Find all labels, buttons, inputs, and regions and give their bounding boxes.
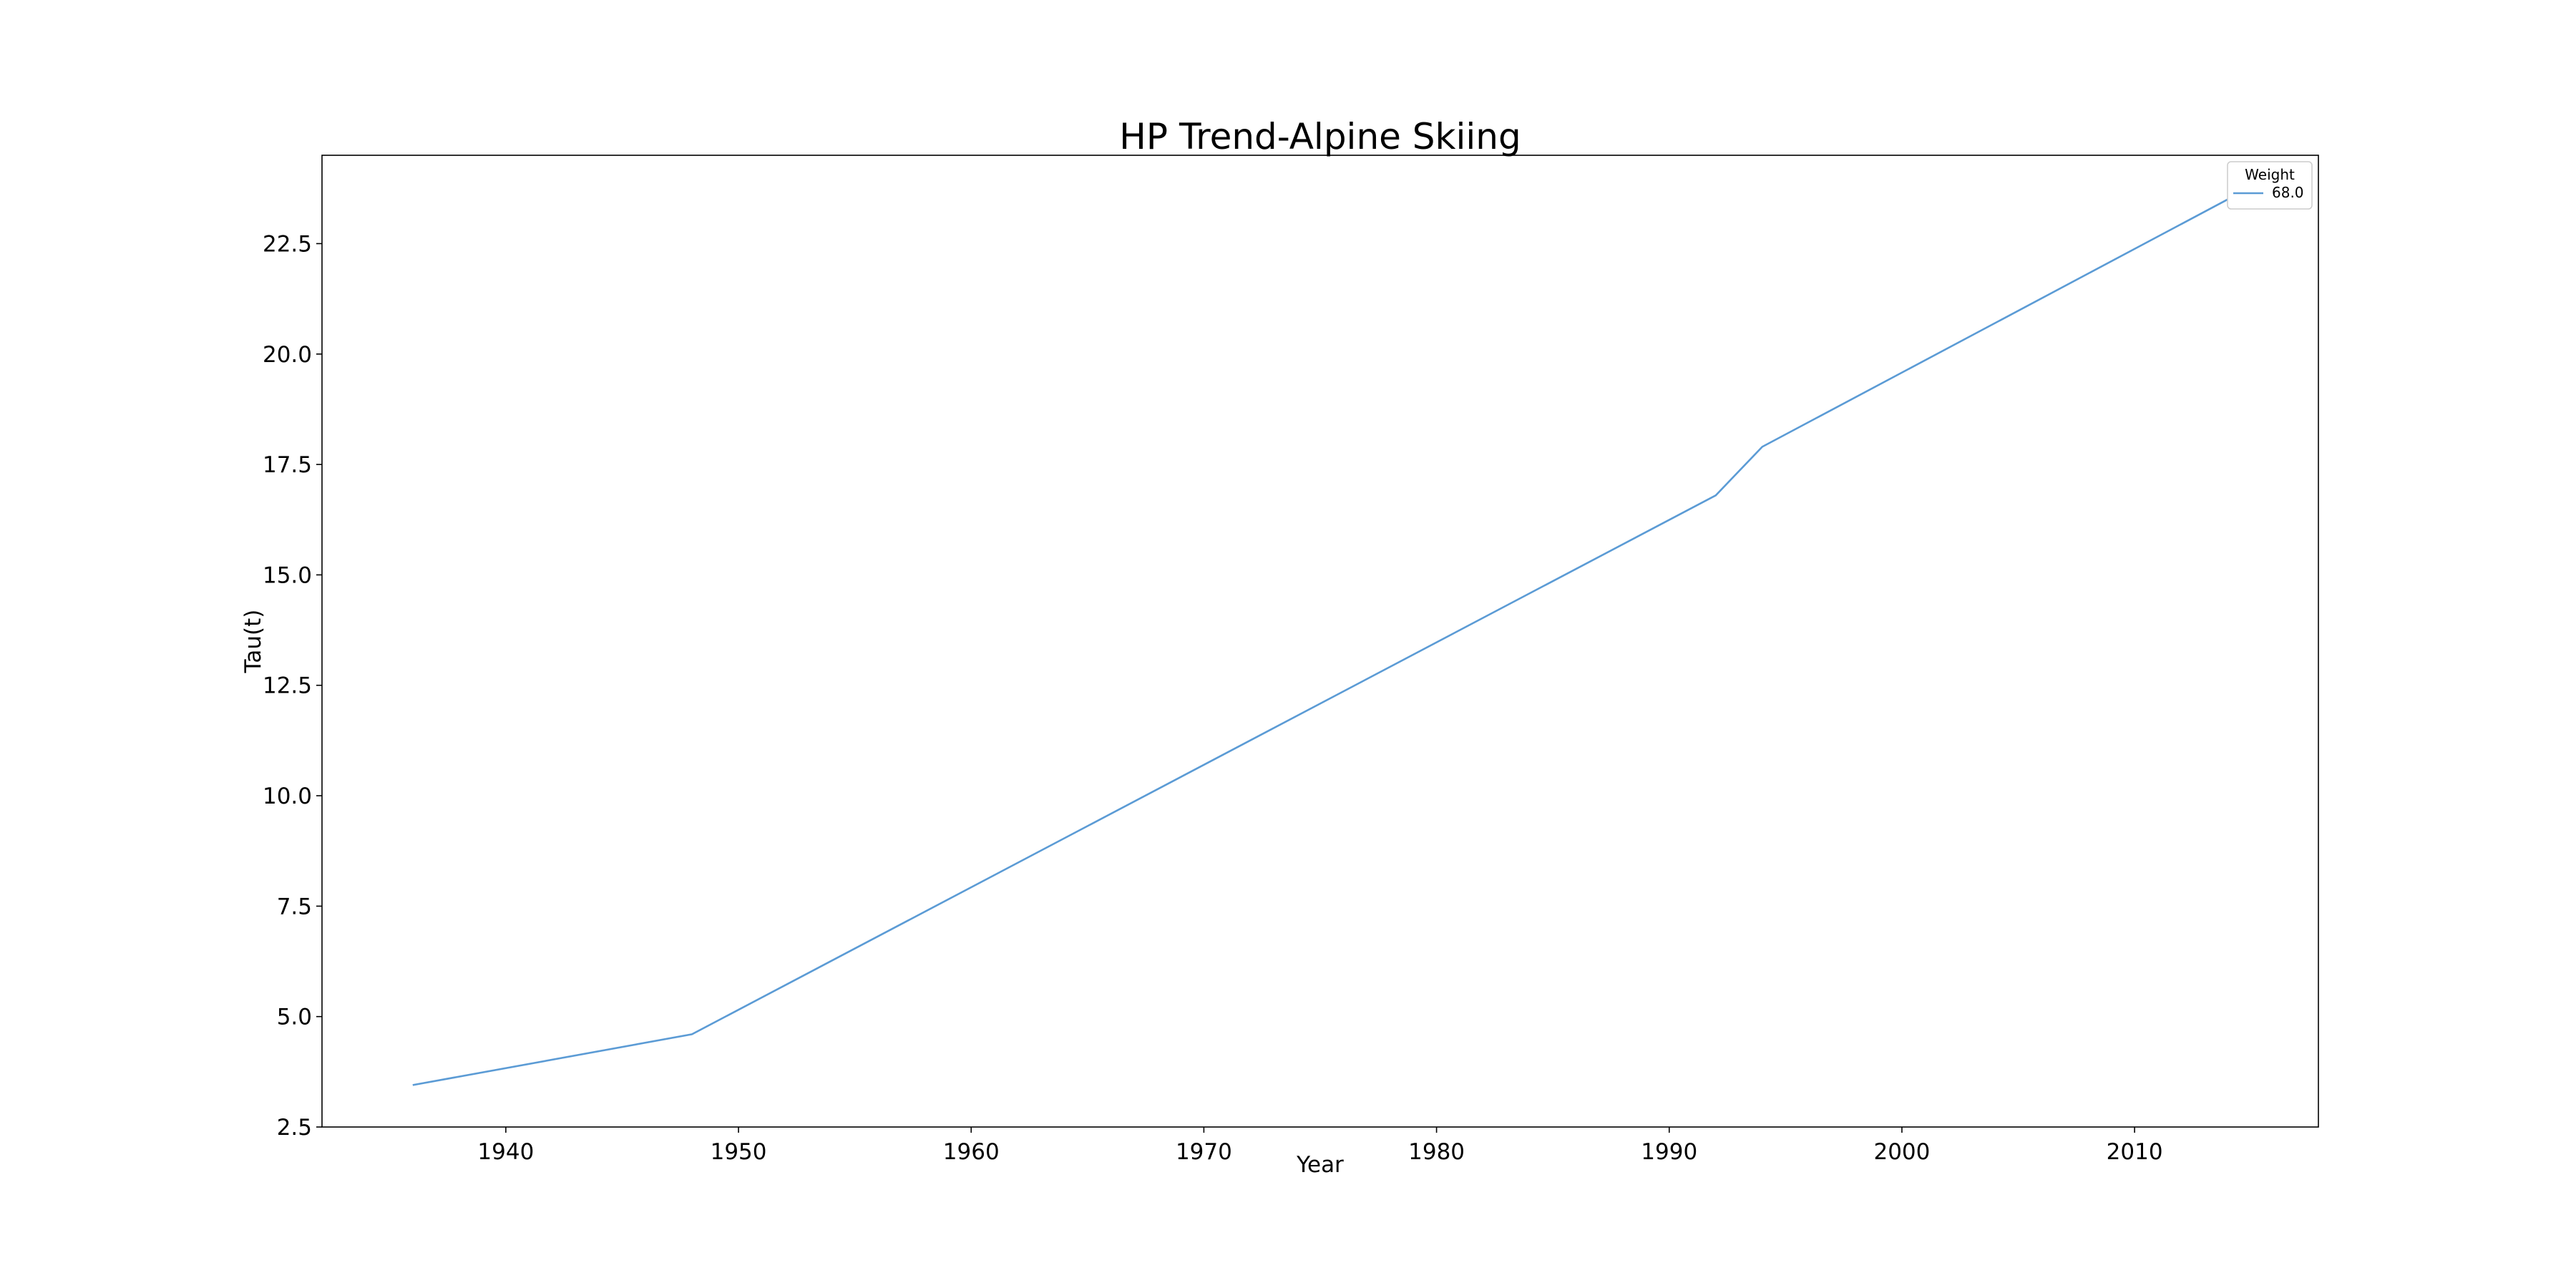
- y-tick-label: 12.5: [263, 673, 312, 699]
- y-tick-label: 15.0: [263, 562, 312, 588]
- y-tick-label: 17.5: [263, 452, 312, 478]
- legend-items: 68.0: [2233, 184, 2304, 201]
- x-tick-label: 2010: [2107, 1139, 2163, 1165]
- legend-title: Weight: [2245, 166, 2295, 183]
- y-tick-label: 10.0: [263, 784, 312, 809]
- legend-label: 68.0: [2272, 184, 2304, 201]
- y-tick-label: 7.5: [277, 894, 312, 919]
- legend-box: [2227, 161, 2313, 210]
- series-layer: [412, 198, 2228, 1086]
- chart-title: HP Trend-Alpine Skiing: [1119, 116, 1521, 157]
- y-tick-label: 22.5: [263, 231, 312, 257]
- legend: Weight 68.0: [2227, 161, 2313, 210]
- x-tick-label: 1980: [1408, 1139, 1465, 1165]
- x-tick-label: 1970: [1176, 1139, 1232, 1165]
- y-tick-label: 2.5: [277, 1115, 312, 1141]
- y-tick-label: 20.0: [263, 342, 312, 368]
- series-line: [412, 198, 2228, 1086]
- y-tick-label: 5.0: [277, 1005, 312, 1030]
- x-tick-label: 1960: [943, 1139, 1000, 1165]
- x-axis: 1940 1950 1960 1970 1980 1990 2000 2010: [477, 1127, 2163, 1165]
- x-axis-label: Year: [1296, 1152, 1344, 1178]
- x-tick-label: 2000: [1873, 1139, 1930, 1165]
- y-axis: 2.5 5.0 7.5 10.0 12.5 15.0 17.5 20.0 22.5: [263, 231, 322, 1141]
- x-tick-label: 1990: [1641, 1139, 1697, 1165]
- x-tick-label: 1940: [477, 1139, 534, 1165]
- x-tick-label: 1950: [711, 1139, 767, 1165]
- plot-frame: [321, 155, 2319, 1128]
- y-axis-label: Tau(t): [240, 610, 266, 674]
